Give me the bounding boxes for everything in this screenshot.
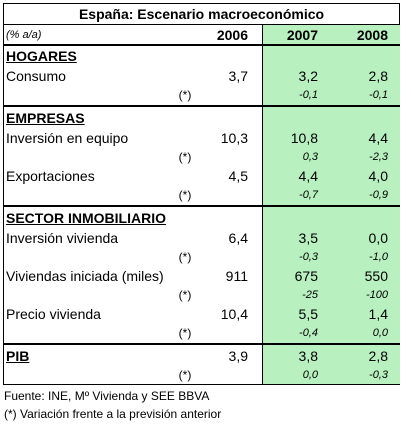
cell-value: 3,8 bbox=[298, 348, 318, 364]
year-header: 2008 bbox=[356, 27, 388, 43]
revision-value: -0,1 bbox=[369, 89, 388, 101]
revision-marker: (*) bbox=[178, 368, 192, 382]
cell-value: 10,3 bbox=[220, 130, 248, 146]
cell-value: 3,7 bbox=[228, 68, 248, 84]
footnote: (*) Variación frente a la previsión ante… bbox=[4, 407, 222, 421]
cell-value: 2,8 bbox=[368, 348, 388, 364]
year-header: 2006 bbox=[216, 27, 248, 43]
revision-marker: (*) bbox=[178, 326, 192, 340]
revision-marker: (*) bbox=[178, 188, 192, 202]
revision-value: -0,4 bbox=[299, 327, 318, 339]
row-label: Inversión vivienda bbox=[6, 230, 119, 246]
cell-value: 3,2 bbox=[298, 68, 318, 84]
rule bbox=[3, 205, 400, 207]
cell-value: 2,8 bbox=[368, 68, 388, 84]
cell-value: 4,4 bbox=[368, 130, 388, 146]
rule bbox=[3, 24, 400, 25]
cell-value: 0,0 bbox=[368, 230, 388, 246]
row-label: Precio vivienda bbox=[6, 306, 101, 322]
revision-value: -100 bbox=[365, 289, 388, 301]
revision-marker: (*) bbox=[178, 288, 192, 302]
table-title: España: Escenario macroeconómico bbox=[78, 6, 325, 22]
cell-value: 4,0 bbox=[368, 168, 388, 184]
cell-value: 1,4 bbox=[368, 306, 388, 322]
revision-value: 0,3 bbox=[302, 151, 318, 163]
cell-value: 4,5 bbox=[228, 168, 248, 184]
rule bbox=[3, 105, 400, 107]
row-label: Exportaciones bbox=[6, 168, 95, 184]
cell-value: 3,5 bbox=[298, 230, 318, 246]
cell-value: 3,9 bbox=[228, 348, 248, 364]
cell-value: 10,4 bbox=[220, 306, 248, 322]
year-header: 2007 bbox=[286, 27, 318, 43]
section-title: PIB bbox=[6, 348, 30, 364]
rule bbox=[3, 343, 400, 345]
cell-value: 10,8 bbox=[290, 130, 318, 146]
revision-value: -0,7 bbox=[299, 189, 318, 201]
revision-value: 0,0 bbox=[302, 369, 318, 381]
cell-value: 5,5 bbox=[298, 306, 318, 322]
section-title: SECTOR INMOBILIARIO bbox=[6, 210, 166, 226]
revision-value: -0,1 bbox=[299, 89, 318, 101]
cell-value: 911 bbox=[225, 268, 248, 284]
revision-value: -1,0 bbox=[369, 251, 388, 263]
footnote: Fuente: INE, Mº Vivienda y SEE BBVA bbox=[4, 389, 210, 403]
revision-value: -25 bbox=[302, 289, 318, 301]
cell-value: 6,4 bbox=[228, 230, 248, 246]
revision-value: -2,3 bbox=[369, 151, 388, 163]
revision-marker: (*) bbox=[178, 88, 192, 102]
revision-value: 0,0 bbox=[372, 327, 388, 339]
cell-value: 4,4 bbox=[298, 168, 318, 184]
section-title: EMPRESAS bbox=[6, 110, 85, 126]
cell-value: 675 bbox=[294, 268, 318, 284]
cell-value: 550 bbox=[364, 268, 388, 284]
revision-marker: (*) bbox=[178, 150, 192, 164]
unit-label: (% a/a) bbox=[6, 29, 42, 41]
section-title: HOGARES bbox=[6, 48, 77, 64]
revision-marker: (*) bbox=[178, 250, 192, 264]
rule bbox=[3, 44, 400, 46]
highlight-column bbox=[262, 25, 400, 384]
revision-value: -0,3 bbox=[299, 251, 318, 263]
row-label: Consumo bbox=[6, 68, 66, 84]
row-label: Viviendas iniciada (miles) bbox=[6, 268, 164, 284]
revision-value: -0,9 bbox=[369, 189, 388, 201]
row-label: Inversión en equipo bbox=[6, 130, 129, 146]
revision-value: -0,3 bbox=[369, 369, 388, 381]
